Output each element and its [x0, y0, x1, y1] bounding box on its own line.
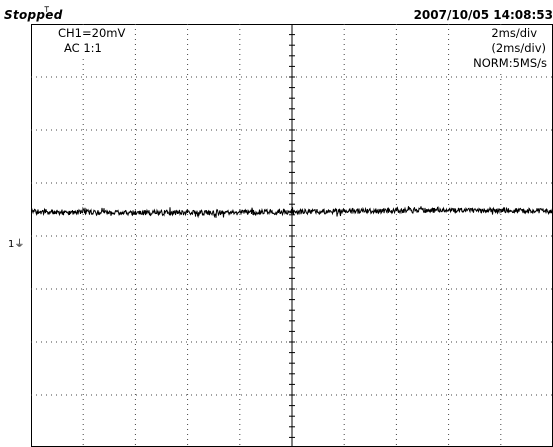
waveform-display: [31, 24, 553, 447]
ch1-trace: [31, 206, 553, 219]
timebase-label: 2ms/div: [489, 26, 539, 40]
ground-marker-label: 1: [8, 239, 15, 250]
ch1-coupling-label: AC 1:1: [62, 41, 104, 55]
zoom-timebase-label: (2ms/div): [489, 41, 548, 55]
center-axis-ticks: [289, 24, 295, 447]
acquisition-mode-label: NORM:5MS/s: [471, 56, 549, 70]
ch1-ground-marker: 1⏚: [8, 239, 25, 250]
ch1-scale-label: CH1=20mV: [56, 26, 128, 40]
acquisition-status: Stopped: [4, 8, 63, 22]
trigger-position-icon: ⊤: [44, 5, 50, 15]
timestamp: 2007/10/05 14:08:53: [413, 8, 553, 22]
